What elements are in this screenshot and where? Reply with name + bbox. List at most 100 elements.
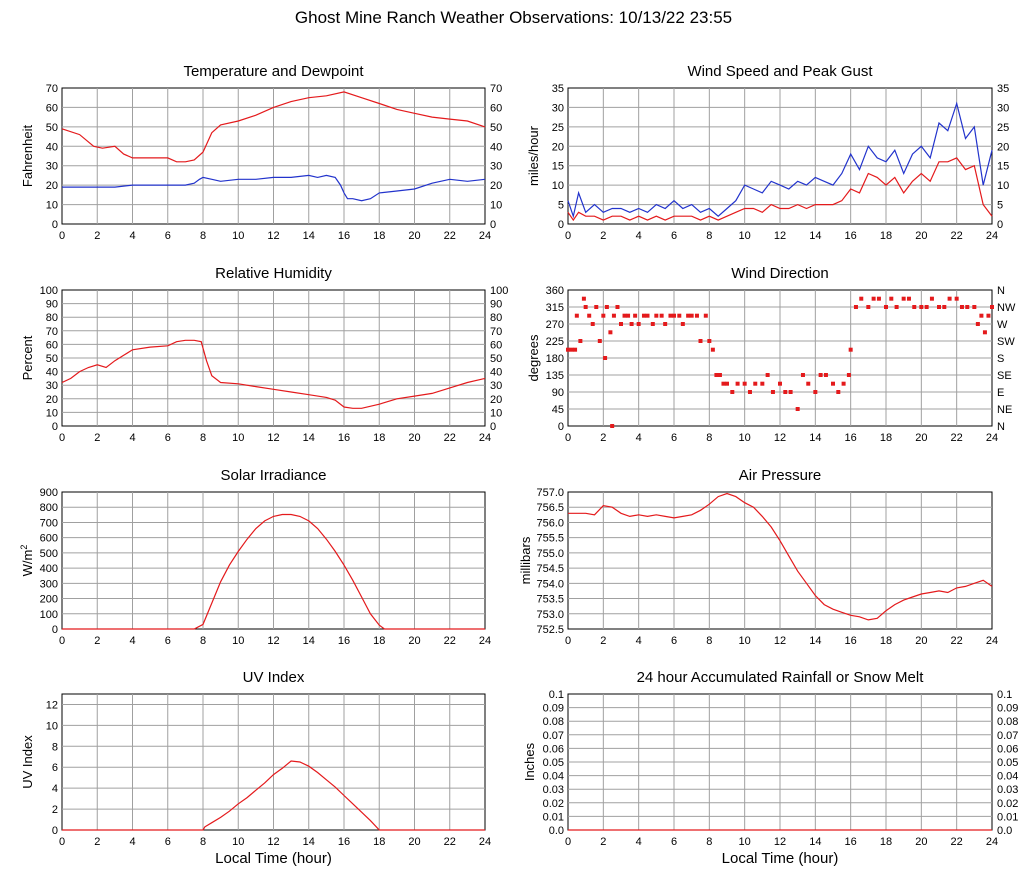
data-point [788, 390, 793, 394]
right-y-tick-label: 30 [490, 380, 502, 392]
data-point [959, 305, 964, 309]
y-tick-label: 754.0 [536, 578, 564, 590]
x-tick-label: 2 [94, 230, 100, 242]
data-point [597, 339, 602, 343]
y-axis-label: Inches [522, 742, 537, 781]
right-y-tick-label: 80 [490, 312, 502, 324]
data-point [710, 347, 715, 352]
y-tick-label: 40 [46, 141, 58, 153]
x-tick-label: 4 [129, 836, 135, 848]
data-point [924, 305, 929, 309]
data-point [912, 305, 917, 309]
y-tick-label: 0.08 [543, 716, 564, 728]
x-tick-label: 18 [373, 836, 385, 848]
x-tick-label: 0 [565, 836, 571, 848]
data-point [615, 305, 620, 309]
data-point [990, 305, 994, 309]
data-point [954, 296, 959, 301]
x-tick-label: 24 [479, 230, 491, 242]
x-axis-label: Local Time (hour) [215, 850, 332, 867]
x-tick-label: 2 [94, 432, 100, 444]
y-tick-label: 90 [46, 299, 58, 311]
x-tick-label: 2 [600, 635, 606, 647]
y-tick-label: 0 [52, 624, 58, 636]
y-tick-label: 135 [546, 370, 564, 382]
x-tick-label: 24 [986, 836, 998, 848]
data-point [866, 305, 871, 309]
right-y-tick-label: 20 [490, 394, 502, 406]
right-y-tick-label: N [997, 421, 1005, 433]
y-tick-label: 700 [40, 517, 58, 529]
right-y-tick-label: W [997, 319, 1008, 331]
x-tick-label: 6 [671, 432, 677, 444]
x-tick-label: 10 [232, 836, 244, 848]
y-tick-label: 0.01 [543, 811, 564, 823]
x-tick-label: 10 [739, 230, 751, 242]
right-y-tick-label: 0 [997, 219, 1003, 231]
x-tick-label: 14 [809, 230, 821, 242]
data-point [629, 322, 634, 326]
x-tick-label: 12 [774, 635, 786, 647]
series-line-0 [61, 339, 486, 409]
right-y-tick-label: 20 [997, 141, 1009, 153]
right-y-tick-label: 0.06 [997, 743, 1018, 755]
y-tick-label: 25 [552, 122, 564, 134]
right-y-tick-label: 50 [490, 353, 502, 365]
data-point [929, 296, 934, 301]
y-tick-label: 2 [52, 804, 58, 816]
x-tick-label: 22 [951, 836, 963, 848]
chart-title: Temperature and Dewpoint [183, 63, 364, 80]
x-tick-label: 16 [845, 230, 857, 242]
x-tick-label: 2 [600, 230, 606, 242]
y-tick-label: 600 [40, 533, 58, 545]
data-point [889, 296, 894, 301]
data-point [707, 339, 712, 343]
data-point [982, 330, 987, 335]
y-axis-label-superscript: 2 [19, 545, 29, 550]
y-tick-label: 900 [40, 487, 58, 499]
y-tick-label: 10 [46, 200, 58, 212]
right-y-tick-label: 0.02 [997, 798, 1018, 810]
y-tick-label: 180 [546, 353, 564, 365]
x-tick-label: 0 [59, 432, 65, 444]
right-y-tick-label: 10 [490, 200, 502, 212]
data-point [622, 313, 627, 318]
right-y-tick-label: 0.03 [997, 784, 1018, 796]
data-point [703, 313, 708, 318]
x-tick-label: 14 [809, 836, 821, 848]
x-tick-label: 0 [565, 635, 571, 647]
x-tick-label: 24 [479, 635, 491, 647]
right-y-tick-label: 20 [490, 180, 502, 192]
data-point [641, 313, 646, 318]
x-tick-label: 16 [845, 432, 857, 444]
data-point [645, 313, 650, 318]
data-point [747, 390, 752, 394]
y-tick-label: 0 [52, 825, 58, 837]
x-tick-label: 4 [129, 432, 135, 444]
y-tick-label: 755.0 [536, 548, 564, 560]
right-y-tick-label: 70 [490, 83, 502, 95]
y-tick-label: 50 [46, 353, 58, 365]
y-tick-label: 10 [46, 720, 58, 732]
y-tick-label: 0 [52, 219, 58, 231]
data-point [654, 313, 659, 318]
y-tick-label: 800 [40, 502, 58, 514]
series-line-0 [568, 492, 993, 621]
y-axis-label: degrees [526, 334, 541, 381]
x-tick-label: 2 [600, 432, 606, 444]
x-tick-label: 0 [565, 230, 571, 242]
right-y-tick-label: 0 [490, 219, 496, 231]
y-axis-label: Percent [20, 335, 35, 380]
data-point [566, 347, 570, 352]
x-tick-label: 2 [94, 836, 100, 848]
y-tick-label: 70 [46, 326, 58, 338]
data-point [906, 296, 911, 301]
x-tick-label: 4 [129, 230, 135, 242]
data-point [677, 313, 682, 318]
right-y-tick-label: 0.1 [997, 689, 1012, 701]
chart-title: 24 hour Accumulated Rainfall or Snow Mel… [637, 669, 925, 686]
x-tick-label: 24 [986, 230, 998, 242]
x-tick-label: 0 [59, 635, 65, 647]
x-tick-label: 22 [951, 432, 963, 444]
